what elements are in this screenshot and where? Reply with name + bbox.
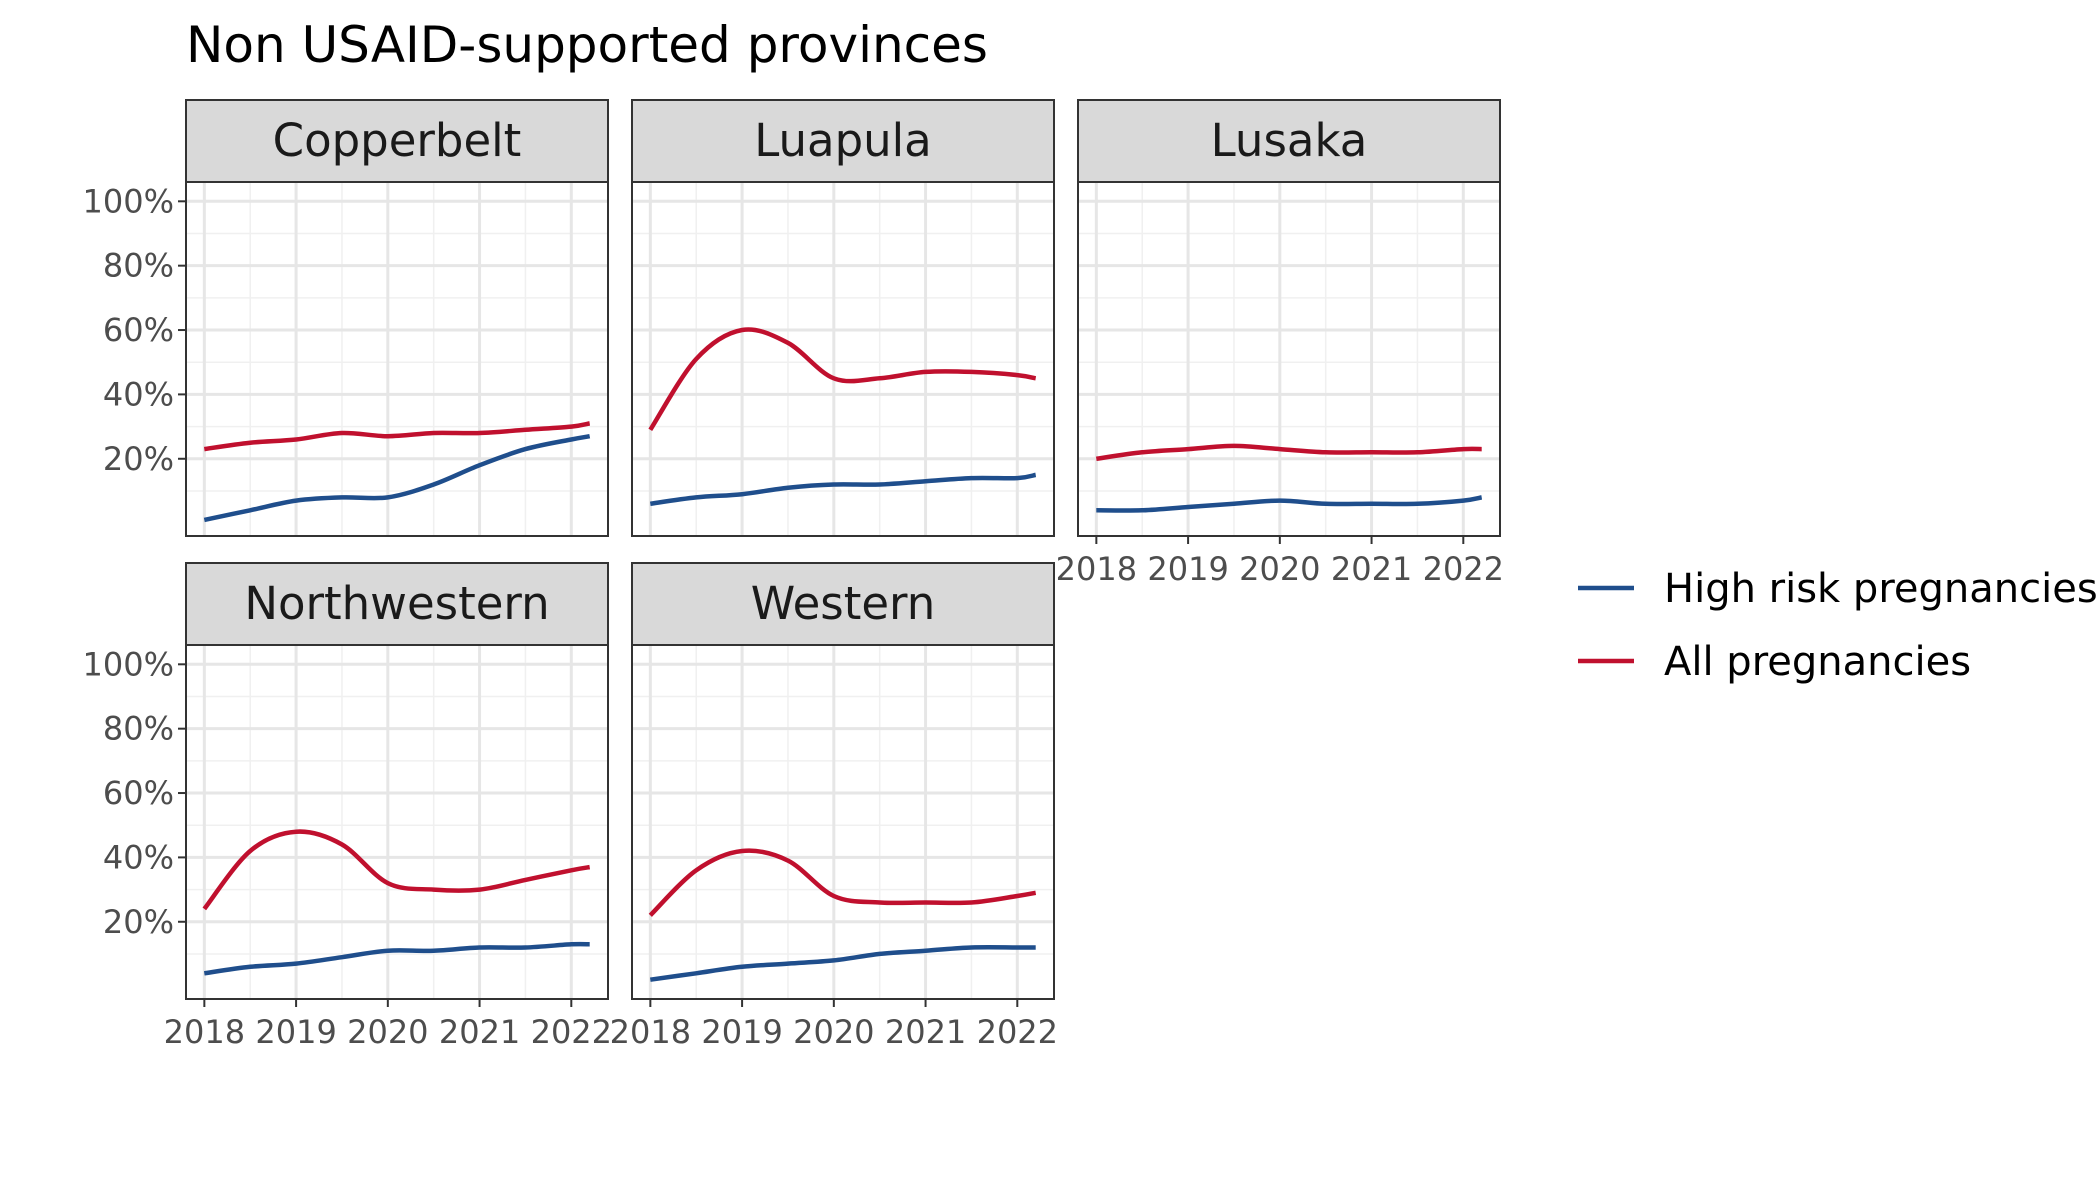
series-line-high-risk-pregnancies xyxy=(203,941,590,976)
x-tick-label: 2022 xyxy=(977,1013,1058,1051)
panel-lusaka: Lusaka 2018 2019 2020 2021 2022 xyxy=(1056,99,1504,588)
facet-strip xyxy=(631,99,1055,183)
series-line-high-risk-pregnancies xyxy=(203,433,591,523)
y-tick-label: 20% xyxy=(103,903,174,941)
panel-western: Western 2018 2019 2020 2021 2022 xyxy=(610,562,1058,1051)
legend-item: High risk pregnancies xyxy=(1578,566,2098,612)
panel-background xyxy=(186,645,608,999)
series-line-all-pregnancies xyxy=(648,848,1037,917)
panel-copperbelt: Copperbelt 20% 40% 60% 80% 100% xyxy=(83,99,609,537)
panel-background xyxy=(632,645,1054,999)
panels: Copperbelt 20% 40% 60% 80% 100% Luapula Lusaka 2… xyxy=(83,99,1504,1051)
x-tick-label: 2019 xyxy=(255,1013,336,1051)
x-tick-label: 2022 xyxy=(1423,550,1504,588)
y-tick-label: 100% xyxy=(83,645,174,683)
panel-border xyxy=(1077,181,1501,537)
series-line-all-pregnancies xyxy=(202,829,591,911)
y-tick-label: 60% xyxy=(103,774,174,812)
series-line-high-risk-pregnancies xyxy=(649,945,1036,982)
legend-label: All pregnancies xyxy=(1664,639,1971,685)
panel-background xyxy=(1078,182,1500,536)
y-tick-label: 20% xyxy=(103,440,174,478)
x-tick-label: 2020 xyxy=(1239,550,1320,588)
panel-border xyxy=(631,181,1055,537)
series-line-all-pregnancies xyxy=(648,327,1037,432)
x-tick-label: 2020 xyxy=(347,1013,428,1051)
series-line-high-risk-pregnancies xyxy=(649,472,1037,507)
panel-border xyxy=(185,181,609,537)
x-tick-label: 2020 xyxy=(793,1013,874,1051)
facet-strip xyxy=(185,562,609,646)
x-tick-label: 2018 xyxy=(1056,550,1137,588)
legend-item: All pregnancies xyxy=(1578,639,1971,685)
facet-strip xyxy=(185,99,609,183)
panel-border xyxy=(631,644,1055,1000)
y-tick-label: 100% xyxy=(83,182,174,220)
x-tick-label: 2018 xyxy=(610,1013,691,1051)
panel-luapula: Luapula xyxy=(631,99,1055,537)
x-tick-label: 2022 xyxy=(531,1013,612,1051)
x-tick-label: 2021 xyxy=(885,1013,966,1051)
y-tick-label: 60% xyxy=(103,311,174,349)
facet-label: Northwestern xyxy=(244,577,549,630)
x-tick-label: 2021 xyxy=(439,1013,520,1051)
y-tick-label: 80% xyxy=(103,247,174,285)
legend: High risk pregnancies All pregnancies xyxy=(1578,566,2098,685)
series-line-high-risk-pregnancies xyxy=(1096,495,1483,513)
chart-title: Non USAID-supported provinces xyxy=(186,16,988,74)
series-line-all-pregnancies xyxy=(1095,443,1482,462)
y-tick-label: 40% xyxy=(103,838,174,876)
x-tick-label: 2021 xyxy=(1331,550,1412,588)
facet-label: Western xyxy=(751,577,936,630)
series-line-all-pregnancies xyxy=(203,421,591,452)
facet-label: Copperbelt xyxy=(273,114,522,167)
facet-label: Lusaka xyxy=(1211,114,1368,167)
panel-background xyxy=(186,182,608,536)
panel-border xyxy=(185,644,609,1000)
panel-northwestern: Northwestern 20% 40% 60% 80% 100% 2018 2019 2020… xyxy=(83,562,612,1051)
facet-strip xyxy=(1077,99,1501,183)
x-tick-label: 2018 xyxy=(164,1013,245,1051)
x-tick-label: 2019 xyxy=(1147,550,1228,588)
facet-strip xyxy=(631,562,1055,646)
legend-label: High risk pregnancies xyxy=(1664,566,2098,612)
y-tick-label: 40% xyxy=(103,375,174,413)
x-tick-label: 2019 xyxy=(701,1013,782,1051)
facet-label: Luapula xyxy=(754,114,932,167)
y-tick-label: 80% xyxy=(103,710,174,748)
